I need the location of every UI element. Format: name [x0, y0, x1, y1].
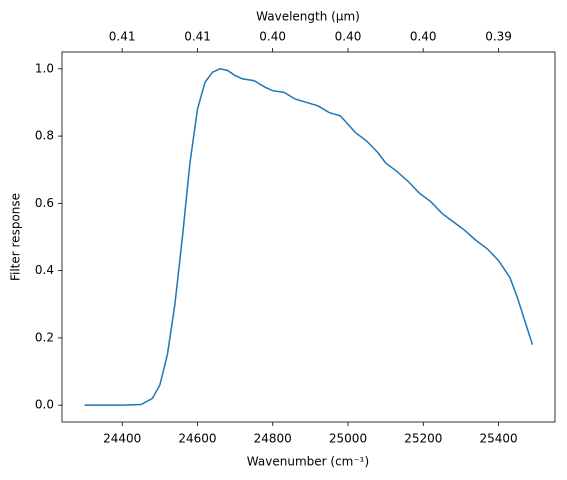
x-tick-label: 24600 [178, 432, 216, 446]
x-tick-label: 25200 [404, 432, 442, 446]
x-tick-label: 25400 [479, 432, 517, 446]
y-tick-label: 0.2 [35, 330, 54, 344]
x2-tick-label: 0.41 [109, 30, 136, 44]
x2-tick-label: 0.40 [335, 30, 362, 44]
x2-tick-label: 0.41 [184, 30, 211, 44]
y-tick-label: 0.4 [35, 263, 54, 277]
x-tick-label: 25000 [329, 432, 367, 446]
x2-axis-label: Wavelength (μm) [256, 10, 360, 24]
x-tick-label: 24800 [254, 432, 292, 446]
y-tick-label: 0.6 [35, 196, 54, 210]
x2-tick-label: 0.39 [485, 30, 512, 44]
y-tick-label: 0.8 [35, 129, 54, 143]
x-axis-label: Wavenumber (cm⁻¹) [247, 455, 369, 469]
x2-tick-label: 0.40 [410, 30, 437, 44]
line-series [84, 68, 534, 406]
x2-tick-label: 0.40 [259, 30, 286, 44]
y-axis-label: Filter response [9, 193, 23, 281]
plot-frame [61, 51, 556, 423]
y-tick-label: 0.0 [35, 398, 54, 412]
x-tick-label: 24400 [103, 432, 141, 446]
y-tick-label: 1.0 [35, 61, 54, 75]
